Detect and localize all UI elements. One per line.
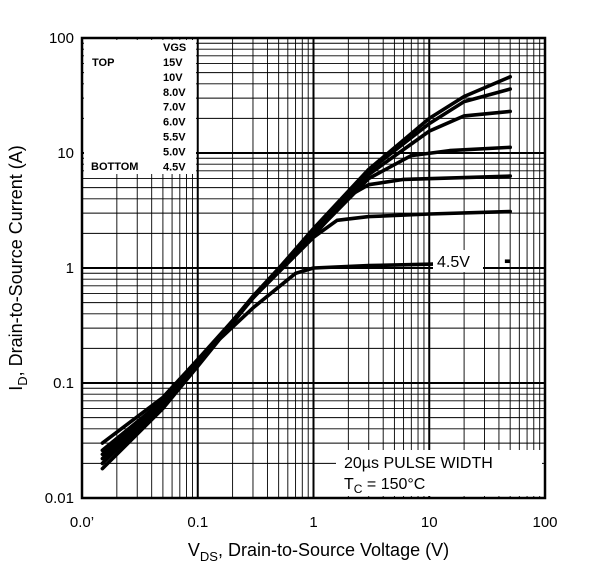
case-temperature-value: = 150°C: [362, 476, 425, 493]
legend-entry: 15V: [163, 57, 183, 69]
legend-entry: 6.0V: [163, 117, 186, 129]
x-axis-title-symbol: V: [188, 540, 200, 560]
y-axis-title-subscript: D: [15, 376, 30, 385]
x-axis-title-subscript: DS: [200, 549, 218, 564]
y-tick-label: 10: [57, 145, 74, 162]
series-group: [100, 75, 512, 471]
legend-top-label: TOP: [92, 57, 114, 69]
legend: VGS TOP BOTTOM 15V 10V 8.0V 7.0V 6.0V 5.5V 5.0…: [84, 40, 196, 174]
case-temperature-note: TC = 150°C: [344, 476, 425, 496]
x-tick-label: 10: [421, 514, 438, 531]
legend-bottom-label: BOTTOM: [91, 161, 138, 173]
case-temperature-subscript: C: [354, 482, 363, 496]
y-axis-title: ID, Drain-to-Source Current (A): [6, 145, 30, 390]
legend-entries: 15V 10V 8.0V 7.0V 6.0V 5.5V 5.0V 4.5V: [163, 57, 186, 173]
conditions-background: [336, 450, 542, 496]
y-axis-title-text: , Drain-to-Source Current (A): [6, 145, 26, 376]
legend-background: [84, 40, 196, 174]
pulse-width-note: 20µs PULSE WIDTH: [344, 455, 493, 472]
case-temperature-symbol: T: [344, 476, 354, 493]
y-tick-label: 1: [66, 260, 74, 277]
x-axis-title-text: , Drain-to-Source Voltage (V): [218, 540, 449, 560]
legend-entry: 4.5V: [163, 161, 186, 173]
x-tick-label: 0.0’: [70, 514, 94, 531]
curve-label-4-5v: 4.5V: [437, 254, 470, 271]
plot-frame: [80, 36, 547, 500]
legend-entry: 8.0V: [163, 87, 186, 99]
x-tick-label: 100: [532, 514, 557, 531]
legend-entry: 7.0V: [163, 102, 186, 114]
tick-labels: 0.0’ 0.1 1 10 100 0.01 0.1 1 10 100: [45, 30, 558, 531]
legend-entry: 10V: [163, 72, 183, 84]
series-line-4-5v: [100, 261, 466, 445]
legend-entry: 5.0V: [163, 146, 186, 158]
curve-label-background: [433, 250, 483, 272]
y-tick-label: 0.01: [45, 490, 74, 507]
legend-header: VGS: [163, 42, 186, 54]
y-tick-label: 0.1: [53, 375, 74, 392]
x-axis-title: VDS, Drain-to-Source Voltage (V): [188, 540, 449, 564]
y-tick-label: 100: [49, 30, 74, 47]
x-tick-label: 0.1: [187, 514, 208, 531]
y-axis-title-symbol: I: [6, 386, 26, 391]
legend-entry: 5.5V: [163, 132, 186, 144]
x-tick-label: 1: [309, 514, 317, 531]
